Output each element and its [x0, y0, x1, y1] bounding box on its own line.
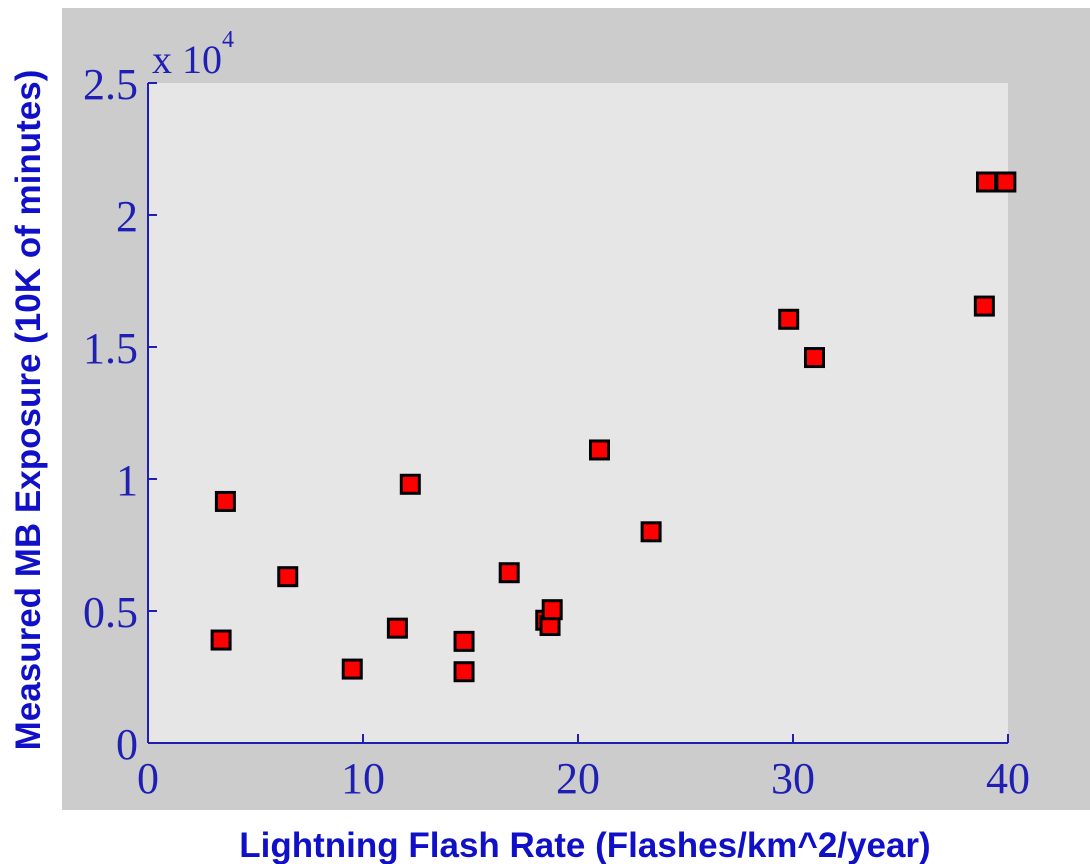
x-tick-label: 30 [771, 754, 815, 803]
data-point [541, 599, 563, 621]
data-point [341, 658, 363, 680]
y-axis-label: Measured MB Exposure (10K of minutes) [9, 70, 48, 751]
y-tick-label: 1.5 [83, 324, 138, 373]
data-point [589, 439, 610, 461]
y-tick-label: 2 [116, 192, 138, 241]
data-point [399, 473, 421, 495]
x-tick-label: 40 [986, 754, 1030, 803]
data-point [778, 308, 800, 330]
y-tick-label: 2.5 [83, 60, 138, 109]
data-points [210, 171, 1017, 683]
data-point [386, 617, 408, 639]
y-axis-ticks: 0 0.5 1 1.5 2 2.5 [83, 60, 157, 769]
data-point [976, 171, 997, 193]
data-point [210, 629, 232, 651]
data-point [804, 347, 825, 369]
y-multiplier-label: x 104 [152, 27, 234, 82]
data-point [995, 171, 1017, 193]
data-point [640, 521, 662, 543]
data-point [277, 566, 299, 588]
data-point [498, 562, 520, 584]
x-tick-label: 20 [556, 754, 600, 803]
data-point [973, 295, 995, 317]
y-tick-label: 0 [116, 720, 138, 769]
x-tick-label: 0 [137, 754, 159, 803]
y-multiplier-exponent: 4 [222, 27, 234, 53]
y-multiplier-base: x 10 [152, 37, 222, 82]
data-point [214, 490, 236, 512]
x-axis-ticks: 0 10 20 30 40 [137, 734, 1030, 803]
y-tick-label: 0.5 [83, 588, 138, 637]
y-tick-label: 1 [116, 456, 138, 505]
data-point [453, 661, 475, 683]
data-point [453, 630, 475, 652]
x-axis-label: Lightning Flash Rate (Flashes/km^2/year) [239, 826, 930, 864]
x-tick-label: 10 [341, 754, 385, 803]
plot-area [148, 83, 1008, 743]
